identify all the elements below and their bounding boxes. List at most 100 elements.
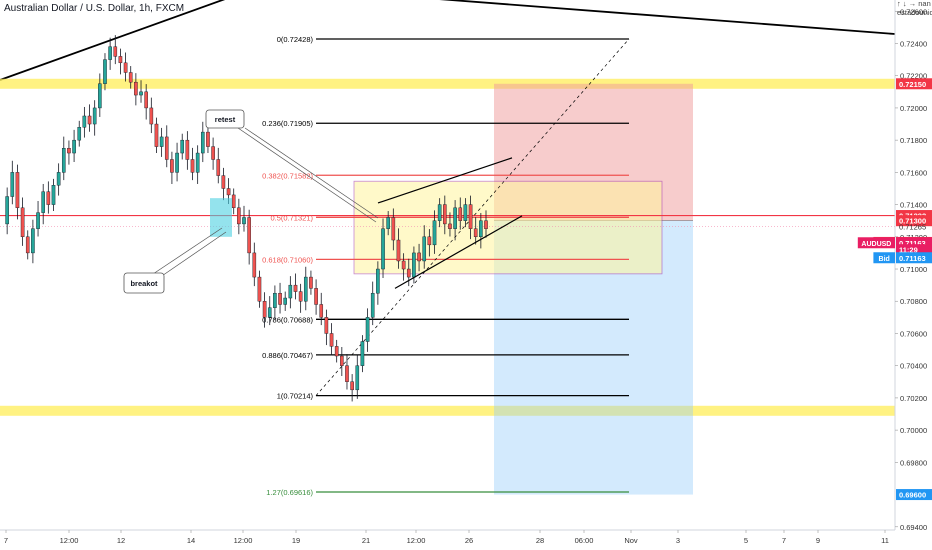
candle-body <box>195 152 200 173</box>
candle-body <box>262 301 267 318</box>
candle-body <box>221 175 226 189</box>
candle-body <box>432 220 437 246</box>
candle-body <box>159 136 164 147</box>
candle-body <box>391 217 396 241</box>
candle-body <box>468 204 473 229</box>
candle-body <box>448 223 452 229</box>
support-resistance-band <box>0 405 895 416</box>
price-label: 0.72150 <box>899 80 926 89</box>
candle-body <box>180 139 185 154</box>
candle-body <box>365 317 370 342</box>
candle-body <box>443 204 447 225</box>
price-label: 0.71163 <box>899 239 926 248</box>
support-resistance-band <box>0 78 895 89</box>
channel-lower-line <box>394 215 523 289</box>
fib-level-label: 0(0.72428) <box>277 35 314 44</box>
candle-body <box>334 346 339 357</box>
x-tick-label: 19 <box>292 536 300 545</box>
x-tick-label: 9 <box>816 536 820 545</box>
candle-body <box>56 172 61 186</box>
candle-body <box>473 228 478 238</box>
callout-pointer <box>237 127 377 223</box>
candle-body <box>201 131 205 154</box>
fib-level-label: 0.618(0.71060) <box>262 255 313 264</box>
candle-body <box>422 236 427 262</box>
chart-title: Australian Dollar / U.S. Dollar, 1h, FXC… <box>4 3 185 14</box>
candle-body <box>128 72 133 83</box>
candle-body <box>437 204 442 221</box>
candle-body <box>412 252 416 278</box>
y-tick-label: 0.70800 <box>900 297 927 306</box>
fib-level-label: 1.27(0.69616) <box>266 488 313 497</box>
x-tick-label: 14 <box>187 536 195 545</box>
candle-body <box>206 131 210 147</box>
price-tag-bg <box>873 252 895 264</box>
y-tick-label: 0.72000 <box>900 104 927 113</box>
fib-level-label: 0.786(0.70688) <box>262 315 313 324</box>
x-tick-label: 12:00 <box>234 536 253 545</box>
trend-line-up <box>0 0 226 81</box>
candle-body <box>396 239 401 262</box>
price-label-bg <box>896 237 932 249</box>
candle-body <box>185 139 190 160</box>
callout-pointer <box>149 227 223 277</box>
candle-body <box>401 260 406 270</box>
candle-body <box>283 297 287 305</box>
x-tick-label: 12:00 <box>407 536 426 545</box>
consolidation-box <box>353 180 663 275</box>
y-tick-label: 0.69400 <box>900 523 927 532</box>
candle-body <box>267 307 272 318</box>
candle-body <box>319 304 324 318</box>
candle-body <box>113 46 118 57</box>
candle-body <box>345 365 349 382</box>
price-axis <box>895 0 932 550</box>
candle-body <box>25 236 30 254</box>
price-label-bg <box>896 489 932 501</box>
price-tag-bg <box>857 237 895 249</box>
y-tick-label: 0.71400 <box>900 201 927 210</box>
candle-body <box>98 83 102 109</box>
candle-body <box>77 127 82 141</box>
candle-body <box>314 288 318 305</box>
candle-body <box>123 62 128 73</box>
candle-body <box>216 159 221 176</box>
candle-body <box>46 191 51 205</box>
candle-body <box>453 207 457 229</box>
candle-body <box>484 220 488 229</box>
candle-body <box>293 284 298 292</box>
candle-body <box>458 207 463 221</box>
y-tick-label: 0.70000 <box>900 426 927 435</box>
candle-body <box>164 136 169 160</box>
candle-body <box>134 81 138 96</box>
y-tick-label: 0.69800 <box>900 458 927 467</box>
candle-body <box>329 333 334 347</box>
fib-level-label: 1(0.70214) <box>277 392 314 401</box>
candle-body <box>108 46 112 60</box>
price-label-bg <box>896 78 932 90</box>
candle-body <box>87 115 92 125</box>
candle-body <box>231 194 236 209</box>
candle-body <box>340 355 344 366</box>
trend-line-down <box>439 0 896 35</box>
price-label-bg <box>896 215 932 227</box>
fib-level-label: 0.886(0.70467) <box>262 351 313 360</box>
y-tick-label: 0.72400 <box>900 39 927 48</box>
candle-body <box>5 196 9 225</box>
y-tick-label: 0.72600 <box>900 7 927 16</box>
candle-body <box>36 212 40 229</box>
candle-body <box>350 381 354 391</box>
candle-body <box>10 172 15 197</box>
candle-body <box>252 252 257 278</box>
x-tick-label: 7 <box>4 536 8 545</box>
candle-body <box>226 188 231 196</box>
candle-body <box>41 191 45 213</box>
candle-body <box>61 148 66 173</box>
annotation-retest: retest <box>215 115 236 124</box>
channel-upper-line <box>377 157 513 204</box>
y-tick-label: 0.72200 <box>900 72 927 81</box>
y-tick-label: 0.71600 <box>900 168 927 177</box>
x-tick-label: 11 <box>881 536 889 545</box>
x-tick-label: 28 <box>536 536 544 545</box>
candle-body <box>427 236 432 246</box>
